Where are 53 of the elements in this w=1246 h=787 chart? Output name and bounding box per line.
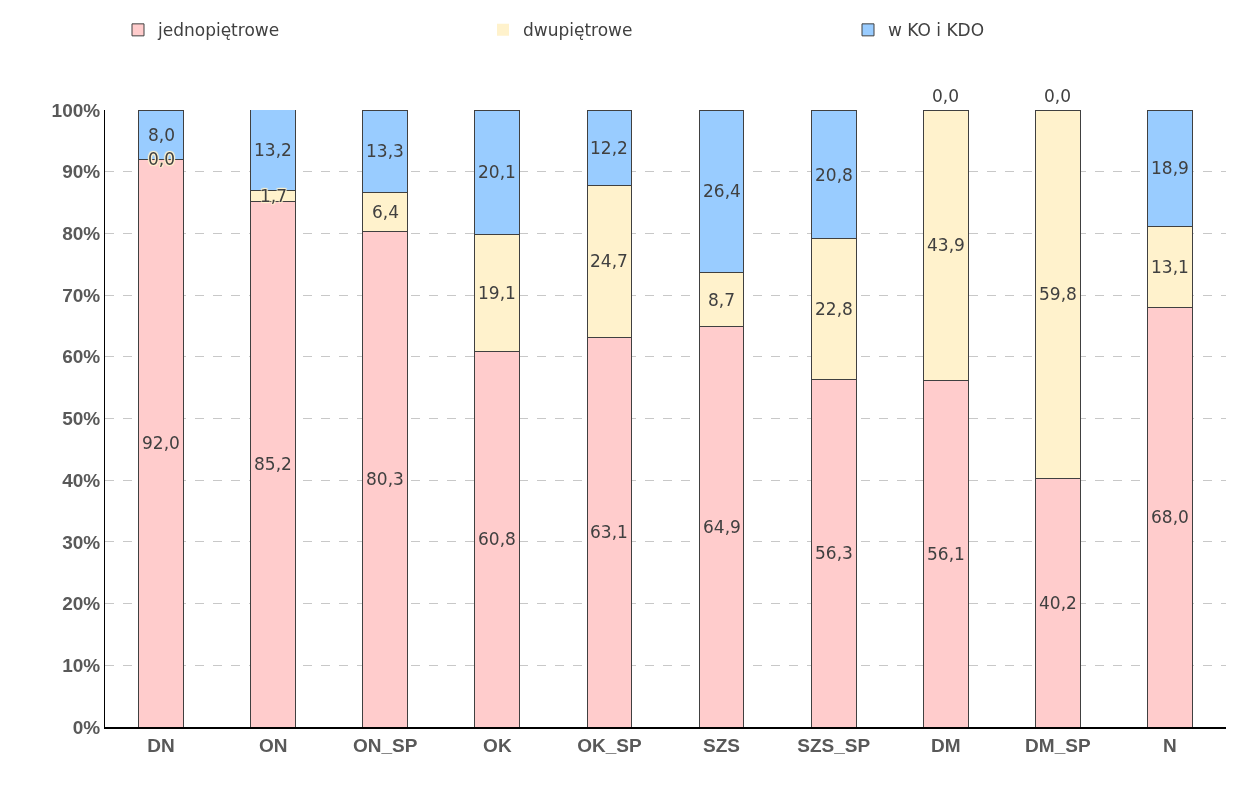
y-tick-label: 40% xyxy=(62,469,101,491)
data-label: 0,0 xyxy=(932,86,960,106)
data-label: 20,8 xyxy=(815,165,853,185)
data-label: 56,1 xyxy=(927,544,965,564)
legend-label: jednopiętrowe xyxy=(157,20,280,41)
data-label: 22,8 xyxy=(815,299,853,319)
x-tick-label: ON_SP xyxy=(353,734,418,756)
data-label: 60,8 xyxy=(478,529,516,549)
legend-label: w KO i KDO xyxy=(888,20,985,41)
data-label: 80,3 xyxy=(366,469,404,489)
data-label: 13,3 xyxy=(366,141,404,161)
x-tick-label: N xyxy=(1163,734,1177,756)
data-label: 18,9 xyxy=(1151,158,1189,178)
data-label: 8,7 xyxy=(708,290,736,310)
x-tick-label: ON xyxy=(258,734,288,756)
data-label: 92,0 xyxy=(142,433,180,453)
y-tick-label: 60% xyxy=(62,346,101,368)
x-tick-label: SZS_SP xyxy=(797,734,871,756)
y-tick-label: 100% xyxy=(51,99,101,121)
data-label: 8,0 xyxy=(148,125,176,145)
x-tick-label: DM_SP xyxy=(1025,734,1091,756)
data-label: 20,1 xyxy=(478,162,516,182)
y-tick-label: 20% xyxy=(62,593,101,615)
data-label: 56,3 xyxy=(815,543,853,563)
data-label: 64,9 xyxy=(703,517,741,537)
legend-label: dwupiętrowe xyxy=(523,20,633,41)
data-label: 0,0 xyxy=(1044,86,1072,106)
data-label: 63,1 xyxy=(590,522,628,542)
data-label: 6,4 xyxy=(372,202,400,222)
data-label: 13,2 xyxy=(254,140,292,160)
y-tick-label: 10% xyxy=(62,654,101,676)
data-label: 85,2 xyxy=(254,454,292,474)
data-label: 13,1 xyxy=(1151,257,1189,277)
data-label: 40,2 xyxy=(1039,593,1077,613)
y-tick-label: 90% xyxy=(62,161,101,183)
data-label: 59,8 xyxy=(1039,284,1077,304)
y-tick-label: 50% xyxy=(62,408,101,430)
y-tick-label: 70% xyxy=(62,284,101,306)
data-label: 43,9 xyxy=(927,235,965,255)
y-tick-label: 0% xyxy=(72,716,101,738)
x-tick-label: DN xyxy=(147,734,175,756)
x-tick-label: OK_SP xyxy=(577,734,642,756)
x-tick-label: DM xyxy=(930,734,961,756)
y-tick-label: 30% xyxy=(62,531,101,553)
data-label: 24,7 xyxy=(590,251,628,271)
data-label: 12,2 xyxy=(590,138,628,158)
data-label: 19,1 xyxy=(478,283,516,303)
y-tick-label: 80% xyxy=(62,223,101,245)
data-label: 26,4 xyxy=(703,181,741,201)
x-tick-label: OK xyxy=(483,734,512,756)
data-label: 68,0 xyxy=(1151,507,1189,527)
x-tick-label: SZS xyxy=(703,734,741,756)
data-label: 0,0 xyxy=(148,149,176,169)
